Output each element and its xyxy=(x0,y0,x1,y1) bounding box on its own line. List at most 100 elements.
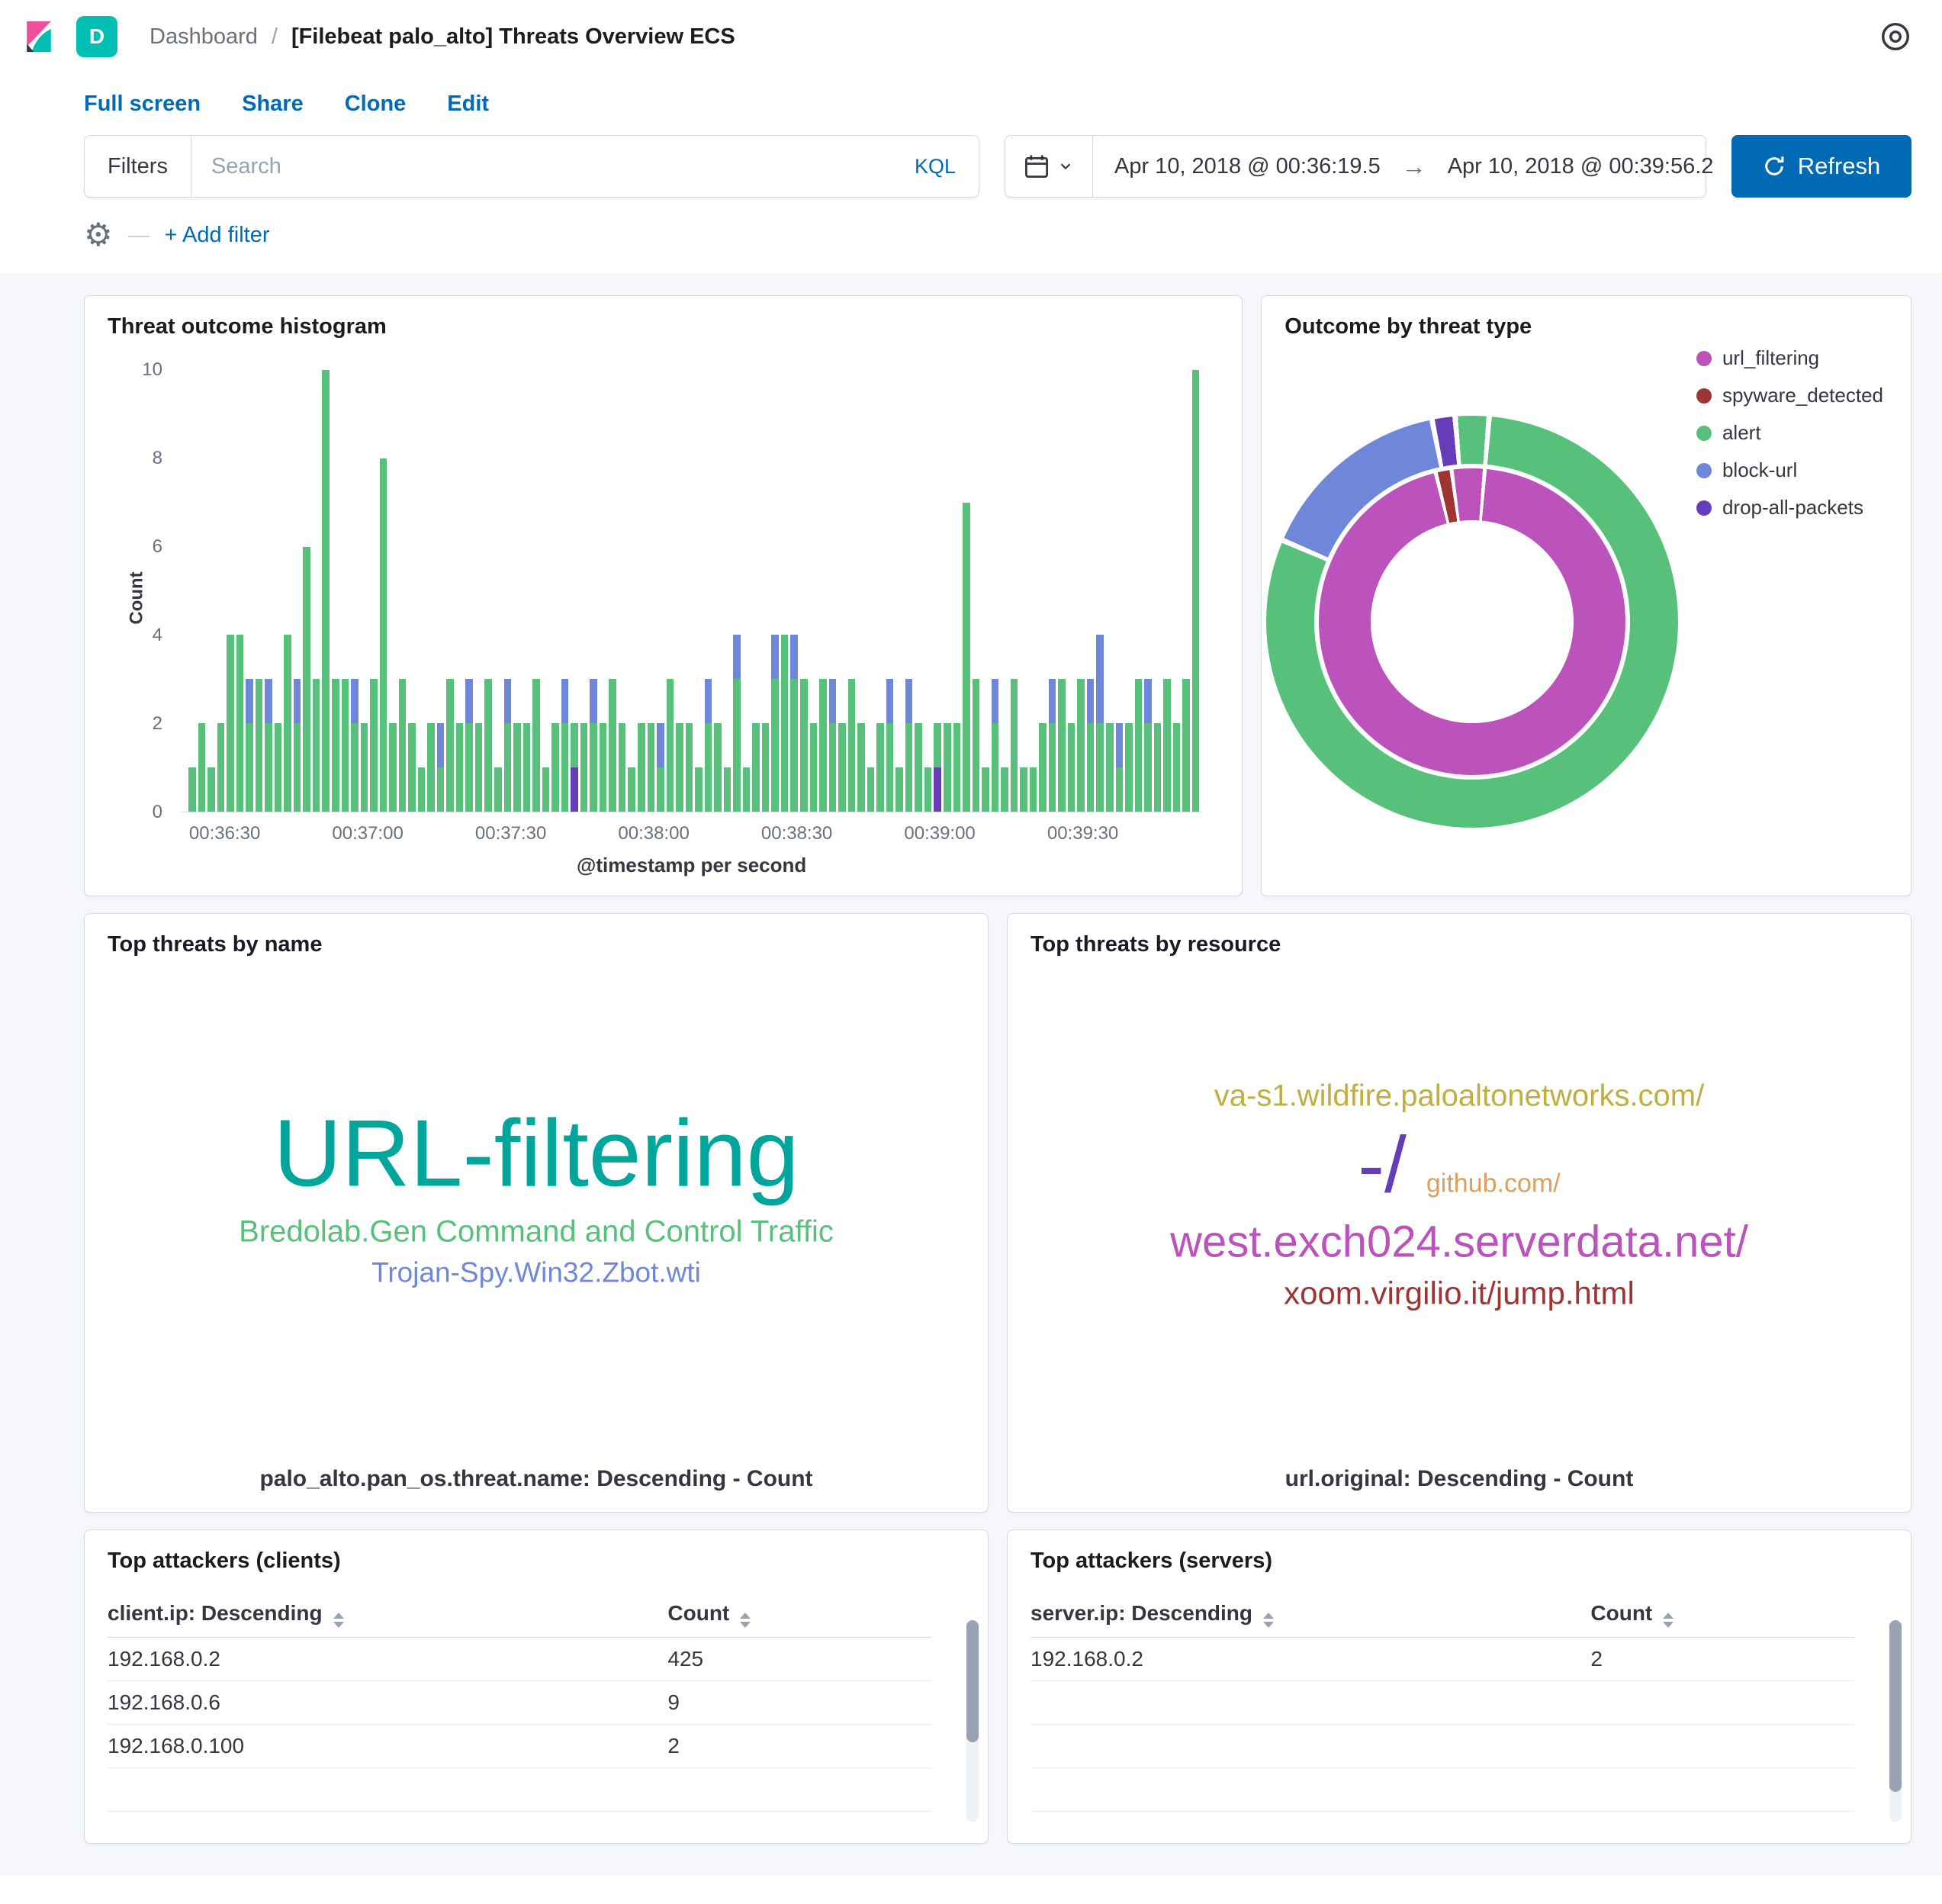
legend-item-drop-all-packets[interactable]: drop-all-packets xyxy=(1696,496,1883,519)
histogram-bar[interactable] xyxy=(561,370,569,812)
scrollbar-thumb[interactable] xyxy=(966,1620,979,1742)
legend-item-url-filtering[interactable]: url_filtering xyxy=(1696,346,1883,370)
histogram-bar[interactable] xyxy=(571,370,578,812)
histogram-bar[interactable] xyxy=(780,370,789,812)
histogram-bar[interactable] xyxy=(1010,370,1018,812)
column-header-client-ip-descending[interactable]: client.ip: Descending xyxy=(108,1590,668,1638)
histogram-bar[interactable] xyxy=(676,370,683,812)
histogram-bar[interactable] xyxy=(217,370,225,812)
histogram-bar[interactable] xyxy=(494,370,502,812)
column-header-count[interactable]: Count xyxy=(667,1590,931,1638)
toolbar-link-edit[interactable]: Edit xyxy=(447,92,490,116)
histogram-bar[interactable] xyxy=(303,370,310,812)
histogram-bar[interactable] xyxy=(943,370,951,812)
search-input[interactable] xyxy=(191,153,892,179)
tag-[interactable]: -/ xyxy=(1358,1121,1407,1210)
histogram-bar[interactable] xyxy=(828,370,837,812)
histogram-bar[interactable] xyxy=(609,370,616,812)
histogram-bar[interactable] xyxy=(733,370,741,812)
tag-github-com[interactable]: github.com/ xyxy=(1426,1169,1561,1198)
legend-item-spyware-detected[interactable]: spyware_detected xyxy=(1696,384,1883,407)
histogram-bar[interactable] xyxy=(915,370,922,812)
histogram-bar[interactable] xyxy=(1106,370,1114,812)
table-cell[interactable]: 2 xyxy=(1590,1637,1854,1681)
histogram-bar[interactable] xyxy=(982,370,989,812)
histogram-bar[interactable] xyxy=(513,370,521,812)
histogram-bar[interactable] xyxy=(274,370,282,812)
histogram-bar[interactable] xyxy=(322,370,330,812)
space-badge[interactable]: D xyxy=(76,16,117,57)
histogram-bar[interactable] xyxy=(255,370,263,812)
histogram-bar[interactable] xyxy=(265,370,272,812)
histogram-bar[interactable] xyxy=(1048,370,1056,812)
histogram-bar[interactable] xyxy=(991,370,999,812)
histogram-bar[interactable] xyxy=(800,370,808,812)
histogram-bar[interactable] xyxy=(1086,370,1095,812)
histogram-bar[interactable] xyxy=(227,370,234,812)
kql-toggle[interactable]: KQL xyxy=(914,154,956,178)
histogram-bar[interactable] xyxy=(790,370,798,812)
add-filter-link[interactable]: + Add filter xyxy=(164,222,270,247)
column-header-server-ip-descending[interactable]: server.ip: Descending xyxy=(1030,1590,1591,1638)
histogram-bar[interactable] xyxy=(236,370,244,812)
histogram-bar[interactable] xyxy=(1172,370,1181,812)
histogram-bar[interactable] xyxy=(427,370,435,812)
histogram-bar[interactable] xyxy=(685,370,693,812)
histogram-bar[interactable] xyxy=(436,370,445,812)
histogram-bar[interactable] xyxy=(551,370,559,812)
histogram-bar[interactable] xyxy=(695,370,703,812)
histogram-bar[interactable] xyxy=(1077,370,1085,812)
histogram-bar[interactable] xyxy=(331,370,339,812)
histogram-bar[interactable] xyxy=(704,370,712,812)
histogram-bar[interactable] xyxy=(1029,370,1037,812)
histogram-bar[interactable] xyxy=(1001,370,1008,812)
histogram-bar[interactable] xyxy=(599,370,607,812)
date-start[interactable]: Apr 10, 2018 @ 00:36:19.5 xyxy=(1114,153,1381,178)
histogram-bar[interactable] xyxy=(847,370,856,812)
tag-va-s1-wildfire-paloaltonetworks-com[interactable]: va-s1.wildfire.paloaltonetworks.com/ xyxy=(1214,1079,1705,1113)
histogram-bar[interactable] xyxy=(838,370,846,812)
histogram-bar[interactable] xyxy=(809,370,818,812)
tag-west-exch024-serverdata-net[interactable]: west.exch024.serverdata.net/ xyxy=(1170,1217,1748,1267)
histogram-bar[interactable] xyxy=(379,370,387,812)
table-cell[interactable]: 192.168.0.2 xyxy=(1030,1637,1591,1681)
histogram-bar[interactable] xyxy=(886,370,894,812)
breadcrumb-dashboard[interactable]: Dashboard xyxy=(150,24,258,49)
histogram-bar[interactable] xyxy=(666,370,674,812)
histogram-bar[interactable] xyxy=(1039,370,1047,812)
histogram-bar[interactable] xyxy=(1115,370,1124,812)
histogram-bar[interactable] xyxy=(503,370,512,812)
tag-xoom-virgilio-it-jump-html[interactable]: xoom.virgilio.it/jump.html xyxy=(1284,1275,1635,1311)
histogram-bar[interactable] xyxy=(761,370,770,812)
histogram-bar[interactable] xyxy=(207,370,215,812)
histogram-bar[interactable] xyxy=(628,370,635,812)
tag-bredolab-gen-command-and-control-traffic[interactable]: Bredolab.Gen Command and Control Traffic xyxy=(239,1214,834,1249)
histogram-bar[interactable] xyxy=(341,370,349,812)
tag-url-filtering[interactable]: URL-filtering xyxy=(273,1101,799,1207)
donut-outer-ring[interactable] xyxy=(1265,416,1678,828)
histogram-bar[interactable] xyxy=(934,370,941,812)
donut-inner-ring[interactable] xyxy=(1318,468,1625,775)
histogram-bar[interactable] xyxy=(293,370,301,812)
histogram-bar[interactable] xyxy=(953,370,961,812)
gear-icon[interactable]: ⚙ xyxy=(84,217,113,252)
histogram-bar[interactable] xyxy=(246,370,253,812)
filters-button[interactable]: Filters xyxy=(85,136,191,197)
histogram-bar[interactable] xyxy=(1058,370,1066,812)
histogram-bar[interactable] xyxy=(637,370,645,812)
donut-chart[interactable] xyxy=(1265,416,1678,828)
histogram-plot[interactable] xyxy=(181,370,1203,812)
histogram-bar[interactable] xyxy=(417,370,426,812)
histogram-bar[interactable] xyxy=(1191,370,1200,812)
histogram-bar[interactable] xyxy=(924,370,932,812)
legend-item-block-url[interactable]: block-url xyxy=(1696,458,1883,482)
toolbar-link-full-screen[interactable]: Full screen xyxy=(84,92,201,116)
histogram-bar[interactable] xyxy=(618,370,626,812)
histogram-bar[interactable] xyxy=(474,370,483,812)
table-cell[interactable]: 192.168.0.6 xyxy=(108,1680,668,1725)
histogram-bar[interactable] xyxy=(389,370,397,812)
histogram-bar[interactable] xyxy=(819,370,827,812)
column-header-count[interactable]: Count xyxy=(1590,1590,1854,1638)
histogram-bar[interactable] xyxy=(1153,370,1162,812)
scrollbar-thumb[interactable] xyxy=(1889,1620,1902,1792)
